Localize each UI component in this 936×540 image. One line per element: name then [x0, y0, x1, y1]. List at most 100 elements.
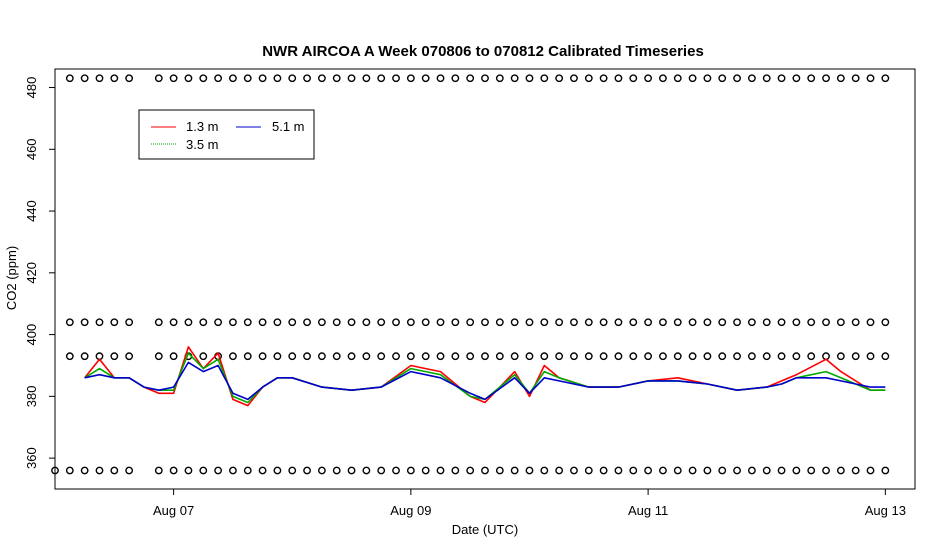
- marker-point: [347, 352, 356, 361]
- marker-point: [258, 74, 267, 83]
- marker-point: [154, 74, 163, 83]
- marker-point: [866, 74, 875, 83]
- marker-point: [125, 74, 134, 83]
- marker-point: [495, 466, 504, 475]
- marker-point: [347, 318, 356, 327]
- marker-point: [747, 466, 756, 475]
- marker-point: [570, 318, 578, 327]
- y-axis: 360 380 400 420 440 460 480: [24, 77, 55, 469]
- marker-point: [466, 74, 475, 83]
- marker-point: [421, 466, 430, 475]
- marker-point: [392, 74, 400, 83]
- marker-point: [317, 466, 326, 475]
- marker-point: [555, 318, 564, 327]
- marker-point: [110, 318, 119, 327]
- marker-point: [229, 466, 237, 475]
- marker-point: [718, 466, 727, 475]
- marker-point: [377, 74, 386, 83]
- marker-point: [199, 318, 208, 327]
- marker-point: [495, 318, 504, 327]
- y-axis-label: CO2 (ppm): [4, 246, 19, 310]
- series-line: [84, 346, 886, 407]
- marker-point: [733, 74, 741, 83]
- marker-point: [436, 352, 445, 361]
- marker-point: [629, 352, 638, 361]
- marker-point: [288, 318, 297, 327]
- marker-point: [718, 352, 727, 361]
- marker-point: [822, 352, 830, 361]
- marker-point: [184, 74, 193, 83]
- y-tick-label: 380: [24, 386, 39, 408]
- marker-point: [881, 74, 890, 83]
- marker-point: [273, 318, 282, 327]
- marker-point: [807, 74, 816, 83]
- marker-point: [214, 318, 223, 327]
- marker-point: [659, 318, 667, 327]
- marker-point: [332, 318, 341, 327]
- marker-point: [80, 352, 89, 361]
- marker-point: [570, 466, 578, 475]
- marker-point: [95, 466, 104, 475]
- legend-label-3-5m: 3.5 m: [186, 137, 219, 152]
- marker-point: [836, 74, 845, 83]
- marker-point: [406, 352, 415, 361]
- marker-point: [644, 466, 653, 475]
- marker-point: [377, 318, 386, 327]
- marker-point: [495, 74, 504, 83]
- marker-point: [555, 352, 564, 361]
- marker-point: [866, 318, 875, 327]
- marker-point: [614, 352, 623, 361]
- marker-point: [584, 74, 593, 83]
- marker-layer: [51, 74, 890, 475]
- marker-point: [777, 74, 786, 83]
- marker-point: [406, 318, 415, 327]
- marker-point: [214, 74, 223, 83]
- marker-point: [703, 352, 712, 361]
- marker-point: [273, 466, 282, 475]
- marker-point: [436, 74, 445, 83]
- marker-point: [881, 318, 890, 327]
- marker-point: [110, 466, 119, 475]
- marker-point: [614, 466, 623, 475]
- marker-point: [332, 466, 341, 475]
- marker-point: [229, 74, 237, 83]
- marker-point: [688, 74, 697, 83]
- marker-point: [214, 466, 223, 475]
- marker-point: [125, 352, 134, 361]
- x-tick-label: Aug 13: [865, 503, 906, 518]
- marker-point: [836, 466, 845, 475]
- marker-point: [303, 466, 311, 475]
- marker-point: [332, 74, 341, 83]
- marker-point: [836, 352, 845, 361]
- marker-point: [792, 318, 801, 327]
- y-tick-label: 360: [24, 447, 39, 469]
- marker-point: [243, 74, 252, 83]
- marker-point: [421, 318, 430, 327]
- marker-point: [258, 466, 267, 475]
- series-line: [84, 352, 886, 404]
- marker-point: [229, 318, 237, 327]
- marker-point: [733, 466, 741, 475]
- marker-point: [807, 318, 816, 327]
- marker-point: [866, 466, 875, 475]
- marker-point: [273, 352, 282, 361]
- marker-point: [347, 74, 356, 83]
- marker-point: [258, 318, 267, 327]
- marker-point: [762, 74, 771, 83]
- marker-point: [362, 318, 371, 327]
- marker-point: [317, 352, 326, 361]
- marker-point: [659, 352, 667, 361]
- marker-point: [510, 352, 519, 361]
- marker-point: [629, 318, 638, 327]
- marker-point: [540, 466, 549, 475]
- marker-point: [555, 466, 564, 475]
- x-axis: Aug 07 Aug 09 Aug 11 Aug 13: [153, 489, 906, 518]
- marker-point: [555, 74, 564, 83]
- marker-point: [777, 318, 786, 327]
- marker-point: [525, 466, 534, 475]
- marker-point: [303, 74, 311, 83]
- marker-point: [747, 74, 756, 83]
- marker-point: [644, 74, 653, 83]
- marker-point: [599, 74, 608, 83]
- marker-point: [525, 318, 534, 327]
